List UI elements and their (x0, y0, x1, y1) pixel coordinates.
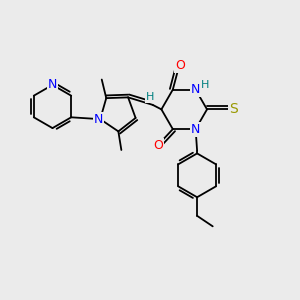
Text: O: O (153, 139, 163, 152)
Text: O: O (175, 59, 184, 72)
Text: H: H (146, 92, 154, 102)
Text: N: N (94, 113, 104, 126)
Text: S: S (229, 102, 238, 116)
Text: H: H (200, 80, 209, 90)
Text: N: N (191, 83, 200, 96)
Text: N: N (48, 78, 57, 92)
Text: N: N (191, 123, 200, 136)
